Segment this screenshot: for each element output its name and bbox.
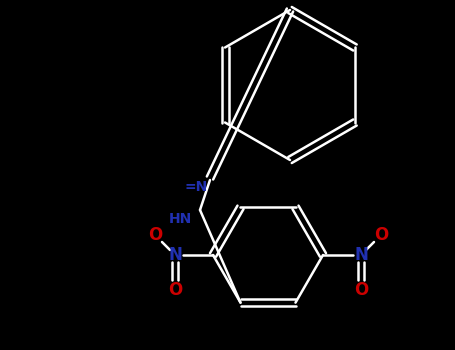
- Text: N: N: [168, 246, 182, 264]
- Text: HN: HN: [169, 212, 192, 226]
- Text: O: O: [148, 226, 162, 244]
- Text: O: O: [168, 281, 182, 299]
- Text: N: N: [354, 246, 368, 264]
- Text: O: O: [354, 281, 368, 299]
- Text: =N: =N: [185, 180, 208, 194]
- Text: O: O: [374, 226, 388, 244]
